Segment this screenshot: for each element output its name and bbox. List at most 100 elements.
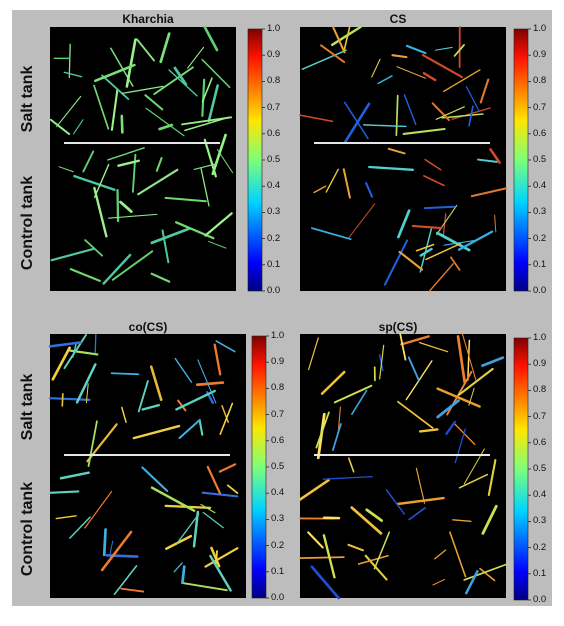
root-segment <box>198 419 204 436</box>
root-segment <box>107 147 145 161</box>
root-segment <box>201 58 231 89</box>
root-segment <box>487 459 497 497</box>
root-segment <box>94 63 136 83</box>
root-segment <box>347 203 376 240</box>
root-segment <box>176 513 200 544</box>
root-segment <box>173 562 183 573</box>
root-segment <box>419 247 433 257</box>
root-segment <box>187 46 205 69</box>
root-segment <box>332 25 346 54</box>
root-segment <box>68 43 71 79</box>
root-segment <box>418 341 449 353</box>
root-segment <box>343 102 371 144</box>
root-segment <box>465 86 480 112</box>
root-segment <box>415 243 435 252</box>
colorbar-3 <box>251 335 267 599</box>
root-segment <box>396 496 445 506</box>
root-segment <box>403 94 417 126</box>
colorbar-tick-label: 0.2 <box>533 232 547 244</box>
root-segment <box>108 213 158 219</box>
root-segment <box>150 272 171 283</box>
root-segment <box>489 148 501 164</box>
root-segment <box>411 224 443 230</box>
root-segment <box>435 46 453 51</box>
root-segment <box>449 256 461 271</box>
root-segment <box>454 423 476 446</box>
root-segment <box>200 503 216 514</box>
root-segment <box>210 546 221 568</box>
root-segment <box>200 167 210 207</box>
root-segment <box>144 94 164 111</box>
colorbar-tick-label: 0.2 <box>533 541 547 553</box>
colorbar-tick-label: 0.3 <box>533 206 547 218</box>
colorbar-tick-label: 0.7 <box>271 408 285 420</box>
colorbar-tick-label: 0.8 <box>271 382 285 394</box>
root-segment <box>51 346 71 381</box>
root-segment <box>425 242 462 261</box>
root-segment <box>207 84 219 123</box>
root-segment <box>333 384 373 404</box>
root-segment <box>325 168 339 193</box>
root-segment <box>368 165 414 171</box>
root-segment <box>457 230 494 251</box>
panel-title-cs: CS <box>389 12 407 26</box>
root-segment <box>202 511 224 529</box>
root-segment <box>396 66 427 79</box>
root-segment <box>73 174 116 191</box>
colorbar-4 <box>513 337 529 601</box>
colorbar-tick-label: 0.0 <box>533 594 547 605</box>
root-segment <box>165 534 193 550</box>
root-segment <box>192 510 200 548</box>
root-segment <box>150 227 191 245</box>
colorbar-ticks-3: 1.0 0.9 0.8 0.7 0.6 0.5 0.4 0.3 0.2 0.1 0.0 <box>271 331 301 603</box>
root-segment <box>449 531 467 578</box>
colorbar-tick-label: 0.0 <box>267 285 281 296</box>
root-segment <box>132 424 181 440</box>
root-segment <box>479 78 490 104</box>
root-segment <box>398 250 424 271</box>
root-segment <box>331 423 342 452</box>
root-segment <box>137 168 179 196</box>
root-segment <box>153 66 194 96</box>
root-segment <box>391 54 408 59</box>
root-segment <box>93 84 110 130</box>
root-segment <box>342 168 351 199</box>
panel-image-sp-cs <box>300 334 506 598</box>
colorbar-tick-label: 0.0 <box>271 592 285 603</box>
root-segment <box>310 227 352 241</box>
root-segment <box>307 531 324 549</box>
root-segment <box>125 38 137 88</box>
root-segment <box>408 507 427 521</box>
root-segment <box>145 107 185 137</box>
root-segment <box>69 268 101 282</box>
root-segment <box>175 389 216 411</box>
root-segment <box>84 491 113 529</box>
colorbar-tick-label: 1.0 <box>533 332 547 343</box>
panel-title-co-cs: co(CS) <box>128 320 168 334</box>
root-segment <box>181 565 186 584</box>
root-segment <box>141 403 161 411</box>
root-segment <box>204 212 233 237</box>
root-segment <box>197 359 217 404</box>
colorbar-tick-label: 0.8 <box>533 384 547 396</box>
root-segment <box>141 466 169 493</box>
colorbar-tick-label: 0.3 <box>271 513 285 525</box>
colorbar-tick-label: 0.1 <box>271 565 285 577</box>
colorbar-tick-label: 0.6 <box>533 127 547 139</box>
root-segment <box>365 182 374 198</box>
root-segment <box>221 404 229 423</box>
root-segment <box>181 581 228 592</box>
root-segment <box>379 344 385 380</box>
panel-title-kharchia: Kharchia <box>122 12 174 26</box>
root-segment <box>174 221 215 240</box>
root-segment <box>94 333 97 354</box>
root-segment <box>206 465 222 495</box>
root-segment <box>422 71 437 82</box>
root-segment <box>100 530 133 572</box>
root-segment <box>481 504 498 535</box>
colorbar-tick-label: 0.9 <box>267 49 281 61</box>
root-segment <box>137 380 149 413</box>
root-segment <box>432 578 446 586</box>
root-segment <box>87 420 98 468</box>
root-segment <box>111 250 154 281</box>
